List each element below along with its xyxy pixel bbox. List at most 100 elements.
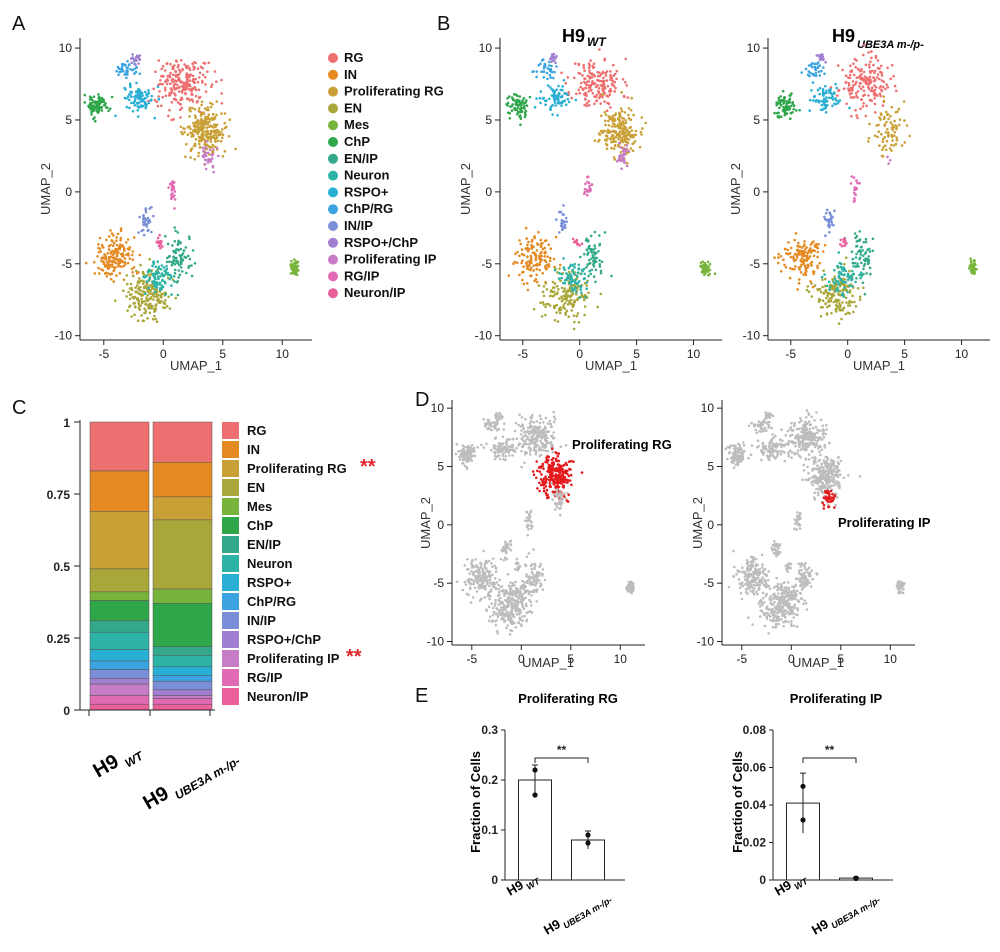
umap-point <box>203 153 207 157</box>
legend-label: IN/IP <box>247 613 276 628</box>
umap-point <box>138 289 142 292</box>
umap-point <box>188 115 191 118</box>
umap-point <box>824 104 828 107</box>
umap-point <box>509 629 512 632</box>
umap-point <box>588 69 591 72</box>
umap-point <box>151 317 155 321</box>
umap-point <box>565 272 568 275</box>
umap-point <box>214 125 217 129</box>
umap-point <box>558 309 561 312</box>
umap-point <box>614 131 617 134</box>
umap-point <box>857 265 860 268</box>
umap-point <box>505 440 509 443</box>
umap-point <box>547 430 551 433</box>
umap-point <box>493 585 497 589</box>
legend-swatch <box>222 688 239 705</box>
panel-b-wt-points <box>505 48 717 331</box>
umap-point <box>221 155 225 158</box>
umap-point <box>155 320 159 324</box>
umap-point <box>567 460 571 464</box>
umap-point <box>813 245 817 248</box>
umap-point <box>556 271 559 274</box>
umap-point <box>491 557 495 560</box>
umap-point <box>176 78 180 82</box>
umap-point <box>569 285 572 289</box>
umap-point <box>547 243 550 247</box>
umap-point <box>628 590 631 593</box>
umap-point <box>142 223 145 227</box>
umap-point <box>555 88 558 91</box>
umap-point <box>803 240 806 243</box>
umap-point <box>179 256 183 260</box>
umap-point <box>562 304 565 307</box>
umap-point <box>552 306 556 310</box>
umap-point <box>891 128 894 132</box>
umap-point <box>190 90 193 93</box>
umap-point <box>544 479 547 483</box>
umap-point <box>518 413 521 417</box>
umap-point <box>498 457 502 461</box>
umap-point <box>527 552 531 555</box>
umap-point <box>173 268 177 272</box>
umap-point <box>566 290 570 293</box>
umap-point <box>598 265 602 268</box>
umap-point <box>846 285 849 288</box>
umap-point <box>629 108 633 112</box>
umap-point <box>844 256 848 260</box>
umap-point <box>143 221 146 224</box>
umap-point <box>153 290 157 294</box>
umap-point <box>605 139 608 142</box>
umap-point <box>209 140 213 143</box>
umap-point <box>893 119 896 123</box>
umap-point <box>542 303 546 306</box>
umap-point <box>179 108 182 112</box>
umap-point <box>532 433 536 437</box>
significance-stars: ** <box>346 646 362 668</box>
umap-point <box>168 93 172 97</box>
umap-point <box>584 86 588 90</box>
umap-point <box>855 59 858 62</box>
umap-point <box>874 85 878 89</box>
umap-point <box>126 69 129 72</box>
umap-point <box>541 429 544 432</box>
umap-point <box>574 286 577 290</box>
umap-point <box>472 450 476 453</box>
umap-point <box>184 155 187 158</box>
umap-point <box>791 267 794 271</box>
umap-point <box>877 130 881 133</box>
umap-point <box>149 302 152 306</box>
umap-point <box>624 148 628 152</box>
umap-point <box>834 289 837 292</box>
umap-point <box>140 294 144 298</box>
umap-point <box>200 100 204 104</box>
umap-point <box>541 290 545 294</box>
umap-point <box>138 277 141 280</box>
umap-point <box>147 91 151 95</box>
umap-point <box>125 295 128 298</box>
umap-point <box>169 71 172 75</box>
umap-point <box>593 74 596 78</box>
umap-point <box>823 92 827 95</box>
umap-point <box>540 244 543 248</box>
umap-point <box>879 94 882 98</box>
umap-point <box>582 267 586 271</box>
panel-b-title-wt-sub: WT <box>587 35 607 49</box>
umap-point <box>846 272 850 276</box>
umap-point <box>138 58 142 61</box>
umap-point <box>516 607 519 610</box>
umap-point <box>627 149 630 153</box>
umap-point <box>881 148 884 151</box>
umap-point <box>164 293 167 296</box>
umap-point <box>542 489 546 493</box>
umap-point <box>629 118 632 121</box>
umap-point <box>167 295 170 299</box>
umap-point <box>109 263 113 267</box>
umap-point <box>574 281 577 285</box>
umap-point <box>572 460 575 464</box>
umap-point <box>548 60 551 64</box>
umap-point <box>831 98 835 101</box>
umap-point <box>881 155 885 158</box>
umap-point <box>819 314 823 318</box>
umap-point <box>787 101 790 105</box>
umap-point <box>133 72 136 75</box>
